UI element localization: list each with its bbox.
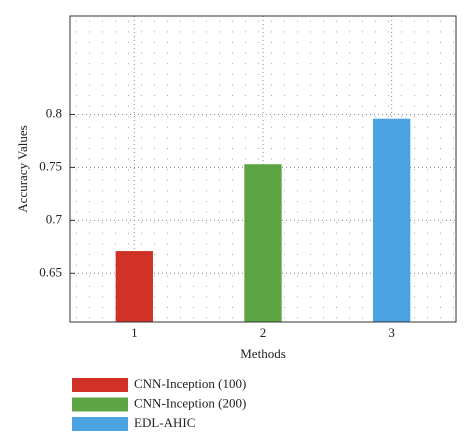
legend-label: CNN-Inception (100) (134, 376, 246, 391)
y-tick-label: 0.7 (46, 211, 63, 226)
bar (244, 164, 282, 322)
legend-swatch (72, 397, 128, 412)
legend-swatch (72, 378, 128, 392)
bar (115, 251, 153, 322)
legend-swatch (72, 417, 128, 431)
legend-label: CNN-Inception (200) (134, 395, 246, 410)
y-tick-label: 0.65 (39, 264, 62, 279)
legend-label: EDL-AHIC (134, 415, 195, 430)
y-tick-label: 0.8 (46, 105, 62, 120)
x-tick-label: 3 (388, 325, 395, 340)
x-axis-label: Methods (240, 346, 286, 361)
x-tick-label: 1 (131, 325, 138, 340)
y-axis-label: Accuracy Values (15, 125, 30, 212)
x-tick-label: 2 (260, 325, 267, 340)
plot-frame (69, 15, 457, 323)
y-tick-label: 0.75 (39, 158, 62, 173)
bar (373, 118, 411, 323)
